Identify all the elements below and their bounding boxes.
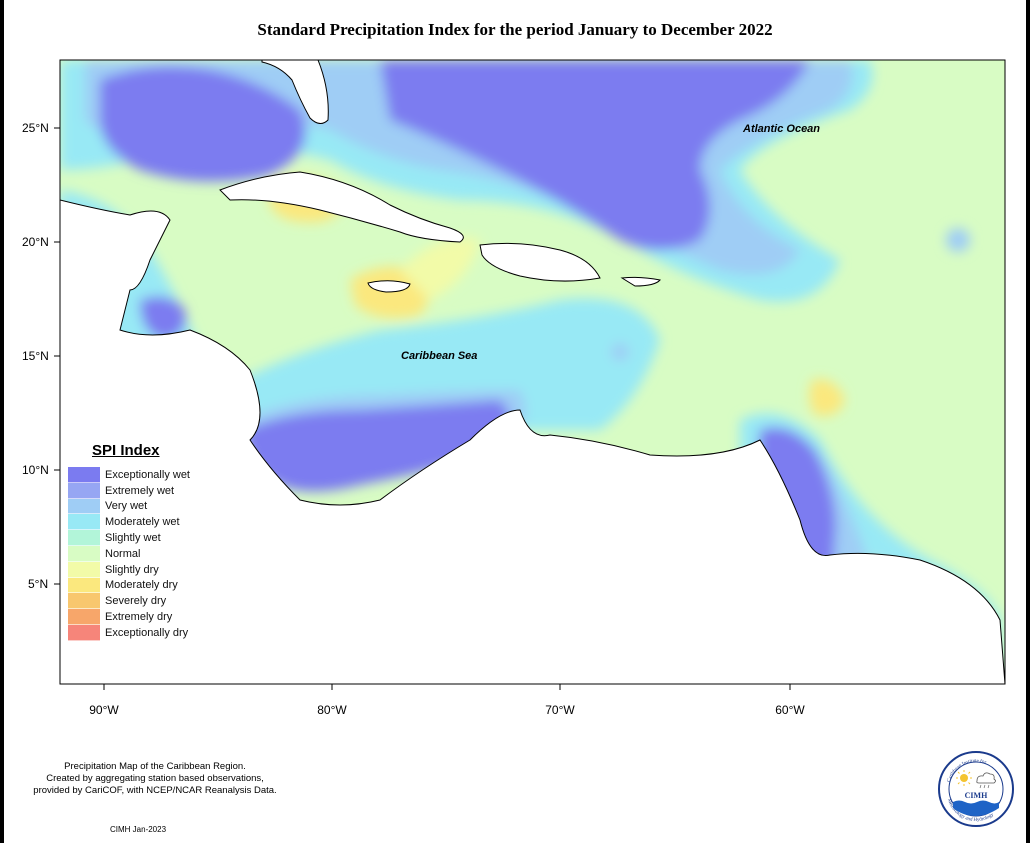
cimh-logo: Caribbean Institute for Meteorology and … bbox=[938, 751, 1014, 827]
land-florida bbox=[261, 60, 329, 124]
legend-swatch bbox=[68, 593, 100, 610]
footer-line-2: Created by aggregating station based obs… bbox=[46, 773, 264, 784]
lon-label-80w: 80°W bbox=[317, 703, 347, 717]
lat-label-15n: 15°N bbox=[22, 349, 49, 363]
credit-text: CIMH Jan-2023 bbox=[110, 825, 167, 834]
legend-item: Slightly dry bbox=[68, 561, 198, 578]
legend-swatch bbox=[68, 467, 100, 483]
legend-swatch bbox=[68, 514, 100, 531]
waves-icon bbox=[953, 800, 999, 816]
legend-item: Exceptionally wet bbox=[68, 467, 198, 483]
legend-swatch bbox=[68, 482, 100, 499]
lon-label-70w: 70°W bbox=[545, 703, 575, 717]
legend-label: Severely dry bbox=[105, 595, 167, 608]
land-central-america bbox=[60, 199, 1005, 684]
logo-text: CIMH bbox=[965, 791, 988, 800]
legend-swatch bbox=[68, 624, 100, 641]
legend-swatch bbox=[68, 545, 100, 562]
legend-label: Moderately dry bbox=[105, 579, 178, 592]
legend-label: Extremely dry bbox=[105, 611, 173, 624]
legend-swatch bbox=[68, 530, 100, 546]
tick-marks bbox=[54, 127, 791, 690]
legend-item: Normal bbox=[68, 545, 198, 562]
legend-title: SPI Index bbox=[92, 442, 160, 459]
legend-item: Moderately dry bbox=[68, 577, 198, 594]
legend-item: Extremely wet bbox=[68, 482, 198, 499]
legend-item: Exceptionally dry bbox=[68, 624, 198, 641]
lat-label-5n: 5°N bbox=[28, 577, 49, 591]
label-caribbean-sea: Caribbean Sea bbox=[401, 350, 478, 362]
map-title: Standard Precipitation Index for the per… bbox=[257, 20, 773, 39]
sun-icon bbox=[956, 770, 972, 786]
legend-label: Exceptionally wet bbox=[105, 468, 190, 481]
dry-haiti-band bbox=[400, 238, 480, 300]
legend-item: Very wet bbox=[68, 498, 198, 515]
lat-label-10n: 10°N bbox=[22, 463, 49, 477]
map-footer: Precipitation Map of the Caribbean Regio… bbox=[10, 761, 300, 797]
legend-label: Very wet bbox=[105, 500, 148, 513]
land-puerto-rico bbox=[620, 276, 661, 287]
legend-label: Slightly dry bbox=[105, 563, 159, 576]
land bbox=[60, 60, 1005, 684]
legend-item: Slightly wet bbox=[68, 530, 198, 546]
excwet-gulf bbox=[100, 66, 306, 182]
legend-swatch bbox=[68, 498, 100, 515]
excwet-colombia bbox=[245, 400, 510, 492]
land-cuba bbox=[219, 171, 464, 243]
legend-label: Extremely wet bbox=[105, 484, 175, 497]
legend-swatch bbox=[68, 577, 100, 594]
map-frame bbox=[59, 59, 1006, 685]
legend-item: Severely dry bbox=[68, 593, 198, 610]
legend-item: Extremely dry bbox=[68, 609, 198, 625]
legend-swatch bbox=[68, 609, 100, 625]
lon-label-60w: 60°W bbox=[775, 703, 805, 717]
legend-label: Moderately wet bbox=[105, 516, 180, 529]
legend-item: Moderately wet bbox=[68, 514, 198, 531]
label-atlantic-ocean: Atlantic Ocean bbox=[743, 123, 821, 135]
legend-label: Normal bbox=[105, 547, 141, 560]
wet-atlantic-spot bbox=[946, 228, 970, 252]
legend-rows: Exceptionally wet Extremely wet Very wet Mo… bbox=[68, 467, 198, 641]
land-jamaica bbox=[367, 280, 411, 293]
legend-label: Slightly wet bbox=[105, 532, 161, 545]
spi-legend: SPI Index Exceptionally wet Extremely wet… bbox=[68, 442, 198, 641]
lat-label-25n: 25°N bbox=[22, 121, 49, 135]
footer-line-3: provided by CariCOF, with NCEP/NCAR Rean… bbox=[33, 785, 277, 796]
cloud-icon bbox=[976, 772, 996, 789]
lat-label-20n: 20°N bbox=[22, 235, 49, 249]
excwet-atlantic bbox=[380, 60, 810, 250]
lon-label-90w: 90°W bbox=[89, 703, 119, 717]
excwet-honduras bbox=[140, 296, 186, 340]
land-hispaniola bbox=[479, 242, 601, 282]
wet-spot-centre bbox=[611, 343, 629, 361]
dry-atlantic-spot bbox=[809, 379, 845, 416]
footer-line-1: Precipitation Map of the Caribbean Regio… bbox=[64, 761, 246, 772]
legend-label: Exceptionally dry bbox=[105, 626, 189, 639]
legend-swatch bbox=[68, 561, 100, 578]
